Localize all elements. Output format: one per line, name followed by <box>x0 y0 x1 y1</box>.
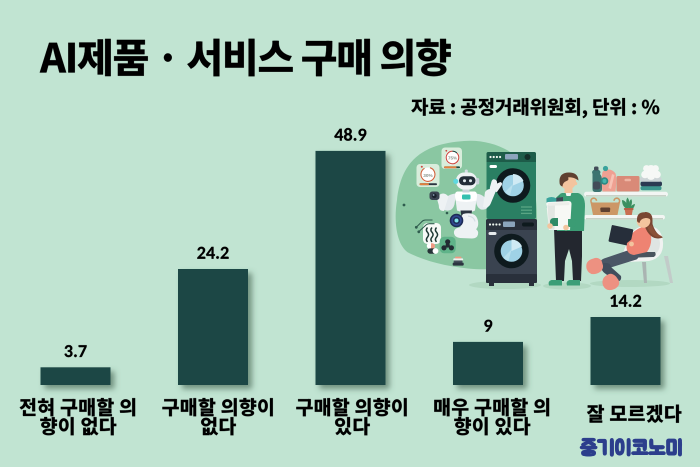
svg-text:75%: 75% <box>448 155 457 160</box>
svg-text:30%: 30% <box>423 173 433 178</box>
